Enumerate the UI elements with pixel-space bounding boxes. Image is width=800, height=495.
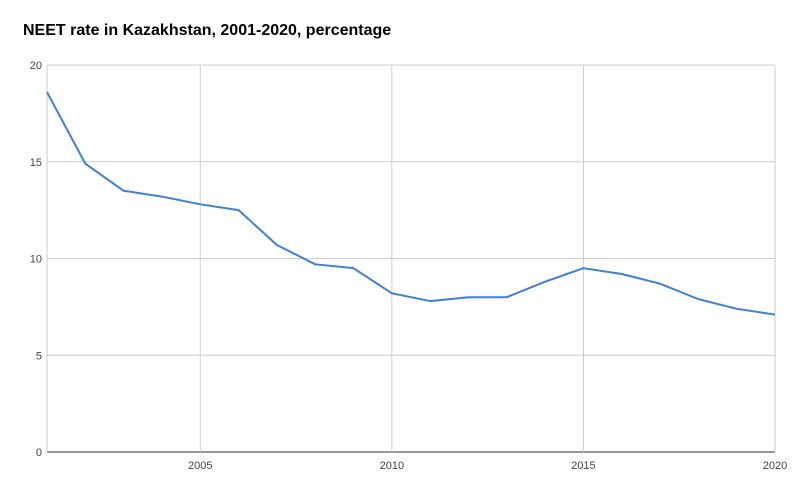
y-axis-ticks: 0 5 10 15 20 bbox=[30, 60, 42, 459]
x-tick-label: 2005 bbox=[188, 460, 212, 472]
data-point bbox=[83, 162, 87, 166]
data-point bbox=[352, 266, 356, 270]
data-point bbox=[543, 280, 547, 284]
data-point bbox=[390, 291, 394, 295]
data-point bbox=[773, 313, 777, 317]
data-point bbox=[735, 307, 739, 311]
series-line bbox=[46, 91, 776, 316]
data-point bbox=[658, 282, 662, 286]
y-tick-label: 5 bbox=[36, 350, 42, 362]
x-axis-ticks: 2005 2010 2015 2020 bbox=[188, 460, 787, 472]
chart-title: NEET rate in Kazakhstan, 2001-2020, perc… bbox=[23, 22, 392, 39]
data-point bbox=[122, 189, 126, 193]
data-point bbox=[620, 272, 624, 276]
data-point bbox=[45, 90, 49, 94]
y-tick-label: 0 bbox=[36, 447, 42, 459]
x-tick-label: 2020 bbox=[763, 460, 787, 472]
data-point bbox=[160, 195, 164, 199]
y-tick-label: 15 bbox=[30, 157, 42, 169]
x-tick-label: 2015 bbox=[571, 460, 595, 472]
y-tick-label: 10 bbox=[30, 254, 42, 266]
data-point bbox=[696, 297, 700, 301]
data-point bbox=[466, 295, 470, 299]
data-point bbox=[505, 295, 509, 299]
gridlines bbox=[46, 64, 776, 453]
data-point bbox=[237, 208, 241, 212]
data-point bbox=[198, 202, 202, 206]
x-tick-label: 2010 bbox=[380, 460, 404, 472]
data-point bbox=[581, 266, 585, 270]
data-point bbox=[275, 243, 279, 247]
series-group bbox=[45, 90, 777, 317]
data-point bbox=[313, 262, 317, 266]
y-tick-label: 20 bbox=[30, 60, 42, 72]
data-point bbox=[428, 299, 432, 303]
